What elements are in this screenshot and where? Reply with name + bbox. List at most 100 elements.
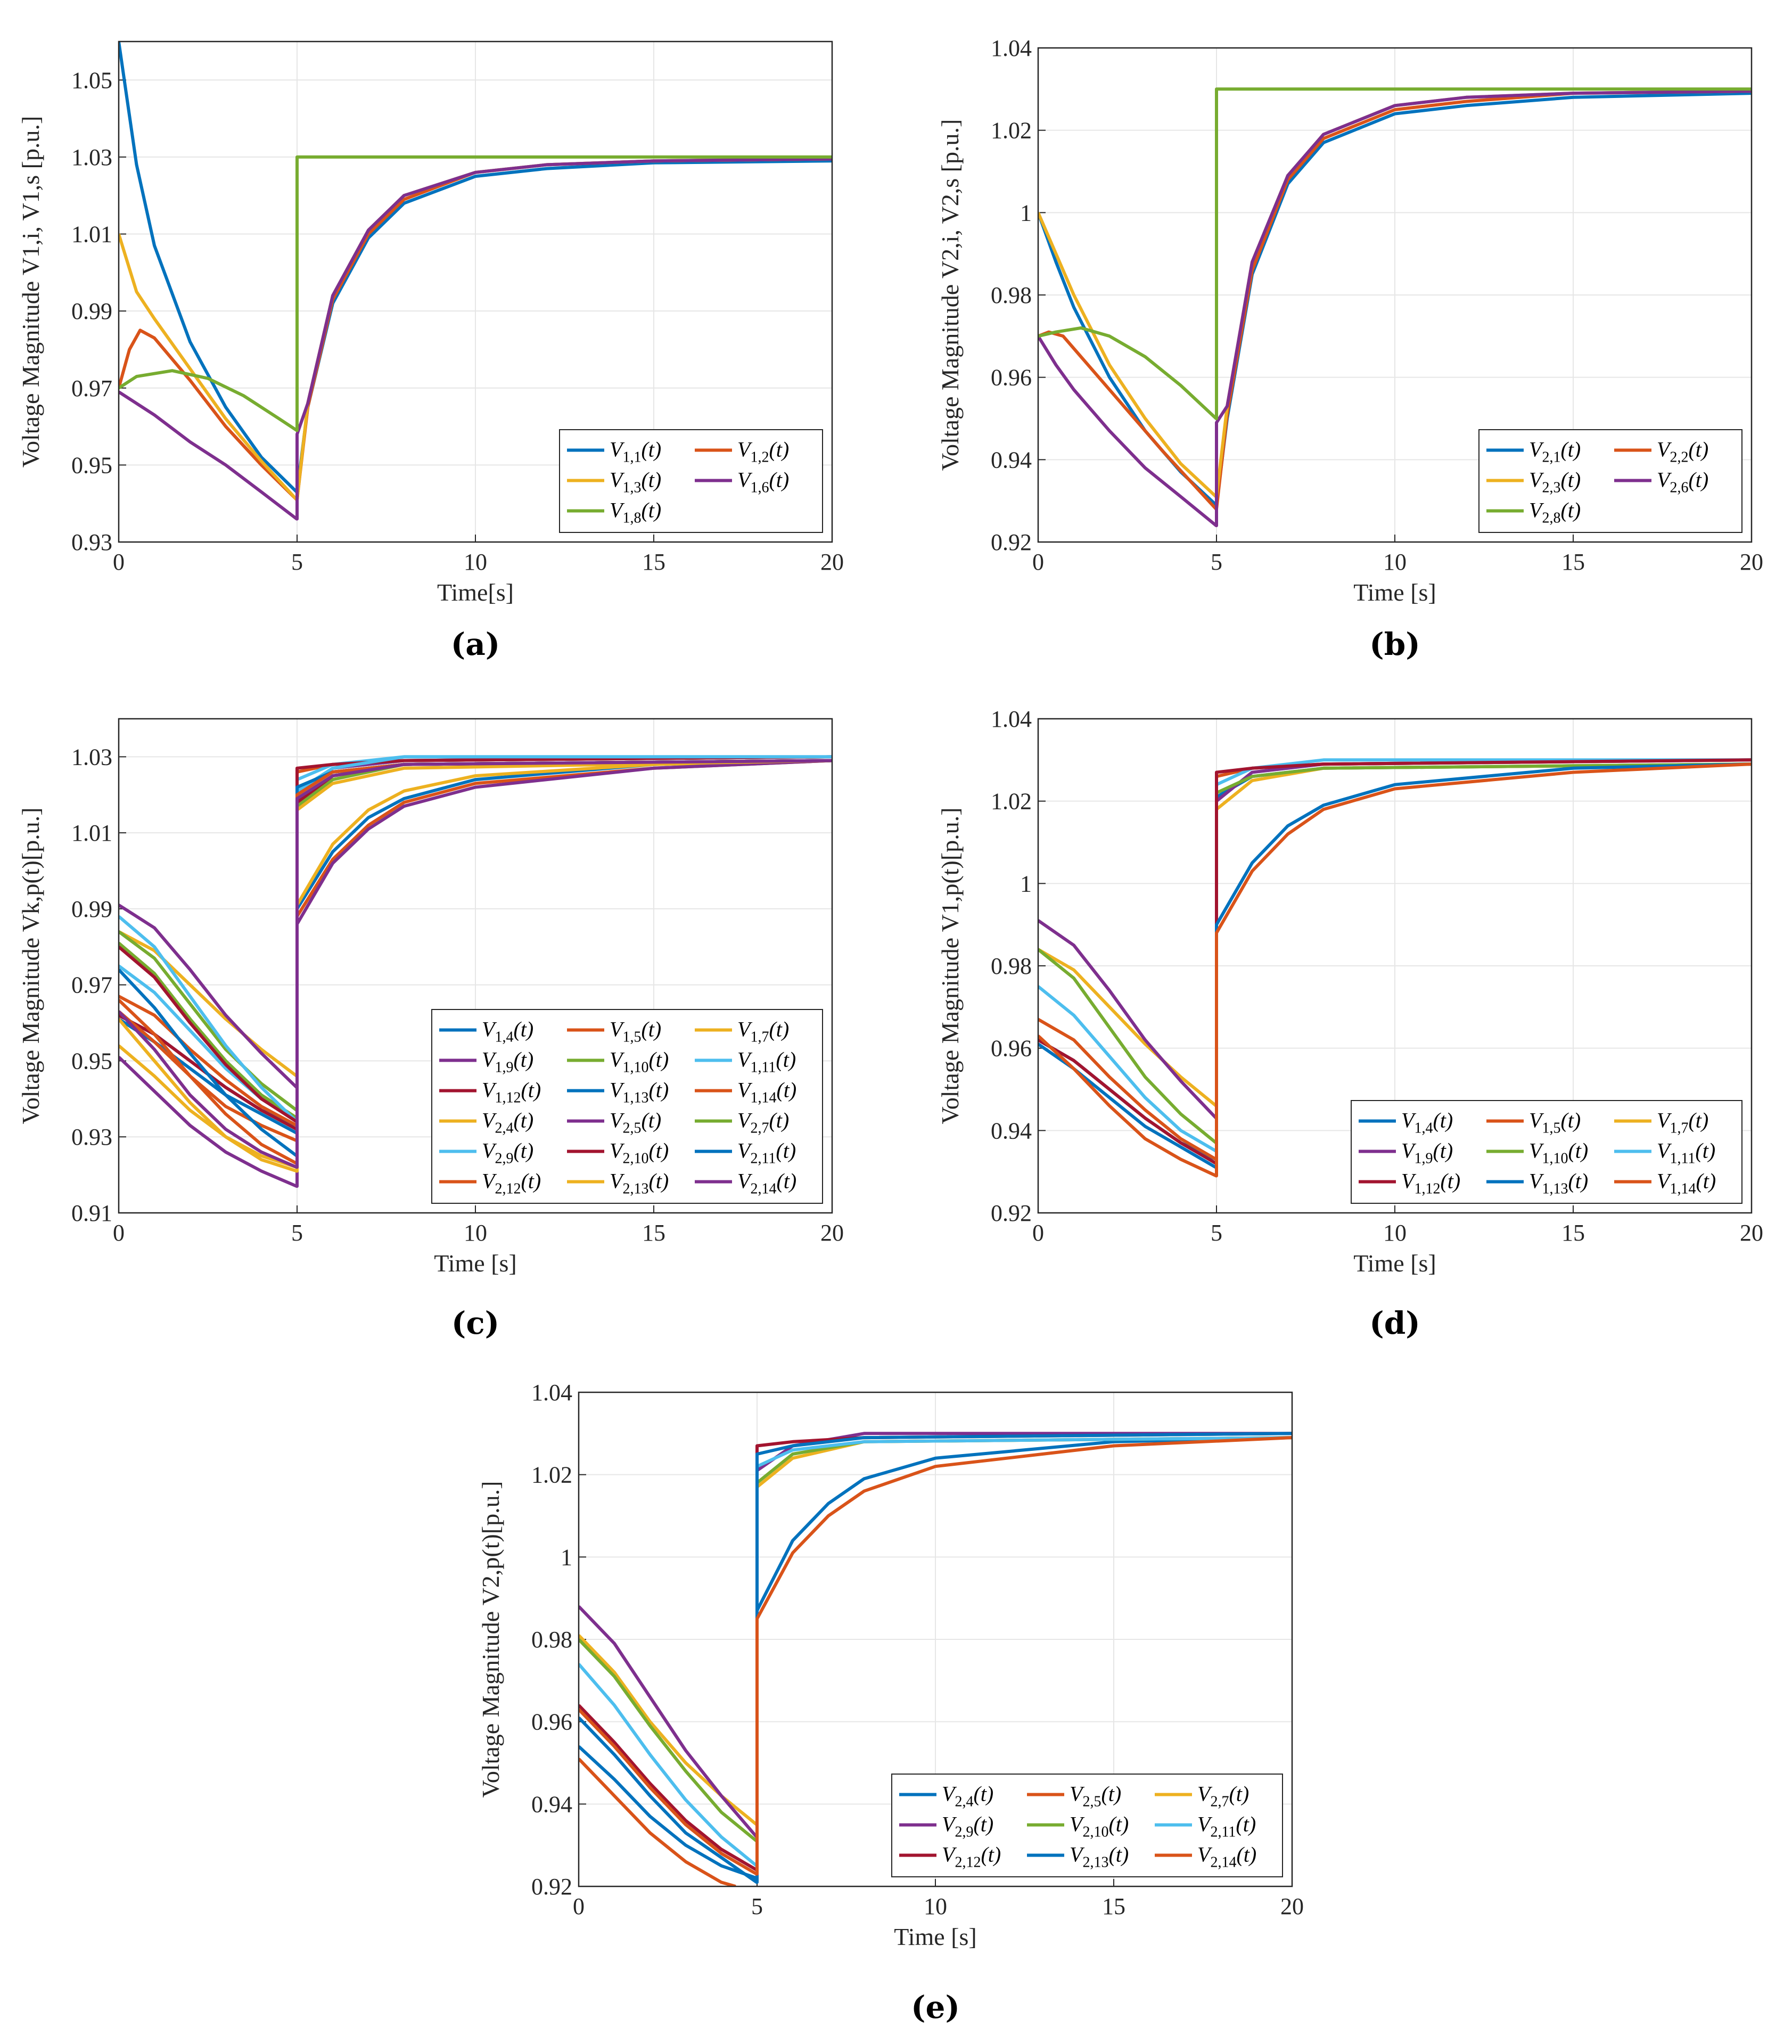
panel-label: (b) xyxy=(1369,626,1420,662)
y-tick-label: 1 xyxy=(1020,200,1032,226)
legend-entry-label: V2,4(t) xyxy=(482,1109,533,1137)
legend-entry-label: V1,5(t) xyxy=(610,1017,661,1046)
y-tick-label: 0.98 xyxy=(991,282,1032,308)
y-tick-label: 0.94 xyxy=(991,447,1032,473)
legend-entry-label: V2,4(t) xyxy=(942,1782,993,1810)
panel-label: (e) xyxy=(911,1989,960,2025)
y-tick-label: 1.02 xyxy=(531,1462,572,1488)
y-tick-label: 0.92 xyxy=(531,1874,572,1900)
legend-entry-label: V2,13(t) xyxy=(1070,1843,1129,1871)
legend-entry-label: V2,13(t) xyxy=(610,1169,669,1197)
legend-entry-label: V1,4(t) xyxy=(482,1017,533,1046)
x-tick-label: 10 xyxy=(464,549,487,575)
x-tick-label: 20 xyxy=(1280,1893,1304,1919)
x-tick-label: 15 xyxy=(1561,549,1585,575)
legend-box xyxy=(1351,1100,1742,1204)
legend: V2,1(t) V2,2(t) V2,3(t) V2,6(t) V2,8(t) xyxy=(1478,429,1742,533)
legend-entry-label: V1,4(t) xyxy=(1401,1109,1453,1137)
x-tick-label: 15 xyxy=(1561,1220,1585,1246)
chart-panel-d: 0 5 10 15 20 0.92 0.94 0.96 0.98 1 1.02 1.04 Time [s… xyxy=(936,706,1763,1341)
axes-box xyxy=(1037,47,1753,543)
legend-entry-label: V1,6(t) xyxy=(737,468,789,496)
y-tick-label: 1.04 xyxy=(991,706,1032,732)
legend-entry-label: V1,11(t) xyxy=(1657,1139,1715,1167)
x-axis-label: Time [s] xyxy=(1353,1250,1436,1277)
legend-entry-label: V1,12(t) xyxy=(1401,1169,1460,1197)
y-tick-label: 1.01 xyxy=(71,820,112,846)
x-tick-label: 20 xyxy=(820,1220,844,1246)
x-tick-label: 20 xyxy=(1740,549,1763,575)
legend-entry-label: V2,8(t) xyxy=(1529,498,1581,527)
y-axis-label: Voltage Magnitude V2,p(t)[p.u.] xyxy=(477,1481,504,1798)
y-tick-label: 0.93 xyxy=(71,1124,112,1150)
y-tick-label: 0.95 xyxy=(71,1048,112,1074)
y-tick-label: 1.01 xyxy=(71,221,112,248)
x-tick-label: 0 xyxy=(1032,1220,1044,1246)
chart-panel-c: 0 5 10 15 20 0.91 0.93 0.95 0.97 0.99 1.01 1.03 Time… xyxy=(17,718,844,1341)
legend-entry-label: V2,5(t) xyxy=(1070,1782,1121,1810)
legend-entry-label: V1,7(t) xyxy=(737,1017,789,1046)
y-axis-label: Voltage Magnitude V2,i, V2,s [p.u.] xyxy=(936,119,964,471)
y-axis-label: Voltage Magnitude V1,i, V1,s [p.u.] xyxy=(17,116,44,468)
y-tick-label: 0.91 xyxy=(71,1200,112,1226)
legend-entry-label: V1,13(t) xyxy=(610,1078,669,1106)
legend-entry-label: V2,3(t) xyxy=(1529,468,1581,496)
legend-entry-label: V1,8(t) xyxy=(610,498,661,527)
x-tick-label: 0 xyxy=(1032,549,1044,575)
y-tick-label: 0.99 xyxy=(71,298,112,324)
legend-entry-label: V1,9(t) xyxy=(482,1048,533,1076)
legend-entry-label: V2,12(t) xyxy=(482,1169,541,1197)
chart-panel-a: 0 5 10 15 20 0.93 0.95 0.97 0.99 1.01 1.03 1.05 Time… xyxy=(17,40,844,662)
y-tick-label: 0.97 xyxy=(71,972,112,998)
axes-box xyxy=(118,40,833,543)
y-tick-label: 1.02 xyxy=(991,789,1032,815)
legend-entry-label: V1,3(t) xyxy=(610,468,661,496)
legend-entry-label: V2,12(t) xyxy=(942,1843,1001,1871)
legend: V2,4(t) V2,5(t) V2,7(t)V2,9(t) V2,10(t) V2,1… xyxy=(891,1774,1283,1877)
legend-entry-label: V2,5(t) xyxy=(610,1109,661,1137)
legend-entry-label: V2,1(t) xyxy=(1529,438,1581,466)
series-line-v1-8-t- xyxy=(119,155,832,432)
series-line-v1-6-t- xyxy=(119,157,832,521)
x-tick-label: 0 xyxy=(113,1220,125,1246)
legend-entry-label: V1,11(t) xyxy=(737,1048,796,1076)
legend-entry-label: V2,7(t) xyxy=(1197,1782,1249,1810)
series-line-v2-14-t- xyxy=(579,1436,1292,1876)
x-tick-label: 0 xyxy=(573,1893,585,1919)
legend-box xyxy=(891,1774,1283,1877)
x-axis-label: Time [s] xyxy=(434,1250,517,1277)
x-tick-label: 15 xyxy=(642,1220,665,1246)
x-tick-label: 0 xyxy=(113,549,125,575)
chart-panel-b: 0 5 10 15 20 0.92 0.94 0.96 0.98 1 1.02 1.04 Time [s… xyxy=(936,35,1763,662)
axes-box xyxy=(118,718,833,1214)
legend-entry-label: V2,11(t) xyxy=(737,1139,796,1167)
chart-panel-e: 0 5 10 15 20 0.92 0.94 0.96 0.98 1 1.02 1.04 Time [s… xyxy=(477,1380,1304,2025)
y-tick-label: 1.02 xyxy=(991,118,1032,144)
axes-box xyxy=(1037,718,1753,1214)
series-line-v2-13-t- xyxy=(119,759,832,1173)
y-tick-label: 1 xyxy=(561,1544,572,1570)
legend-entry-label: V1,2(t) xyxy=(737,438,789,466)
y-tick-label: 0.97 xyxy=(71,375,112,401)
x-tick-label: 20 xyxy=(1740,1220,1763,1246)
legend-entry-label: V2,9(t) xyxy=(942,1812,993,1841)
legend-entry-label: V1,7(t) xyxy=(1657,1109,1708,1137)
x-tick-label: 20 xyxy=(820,549,844,575)
y-tick-label: 0.95 xyxy=(71,452,112,478)
x-tick-label: 10 xyxy=(1383,549,1407,575)
legend-entry-label: V2,7(t) xyxy=(737,1109,789,1137)
legend-entry-label: V1,9(t) xyxy=(1401,1139,1453,1167)
y-tick-label: 0.92 xyxy=(991,1200,1032,1226)
x-tick-label: 5 xyxy=(1211,549,1222,575)
x-tick-label: 5 xyxy=(1211,1220,1222,1246)
legend-entry-label: V1,13(t) xyxy=(1529,1169,1588,1197)
legend-box xyxy=(431,1009,823,1204)
panel-label: (d) xyxy=(1369,1305,1420,1341)
legend-entry-label: V2,2(t) xyxy=(1657,438,1708,466)
y-tick-label: 0.98 xyxy=(531,1627,572,1653)
series-line-v2-6-t- xyxy=(1038,89,1752,528)
y-tick-label: 0.93 xyxy=(71,529,112,555)
x-axis-label: Time [s] xyxy=(894,1923,977,1950)
axes-box xyxy=(578,1391,1293,1887)
legend-entry-label: V2,11(t) xyxy=(1197,1812,1256,1841)
